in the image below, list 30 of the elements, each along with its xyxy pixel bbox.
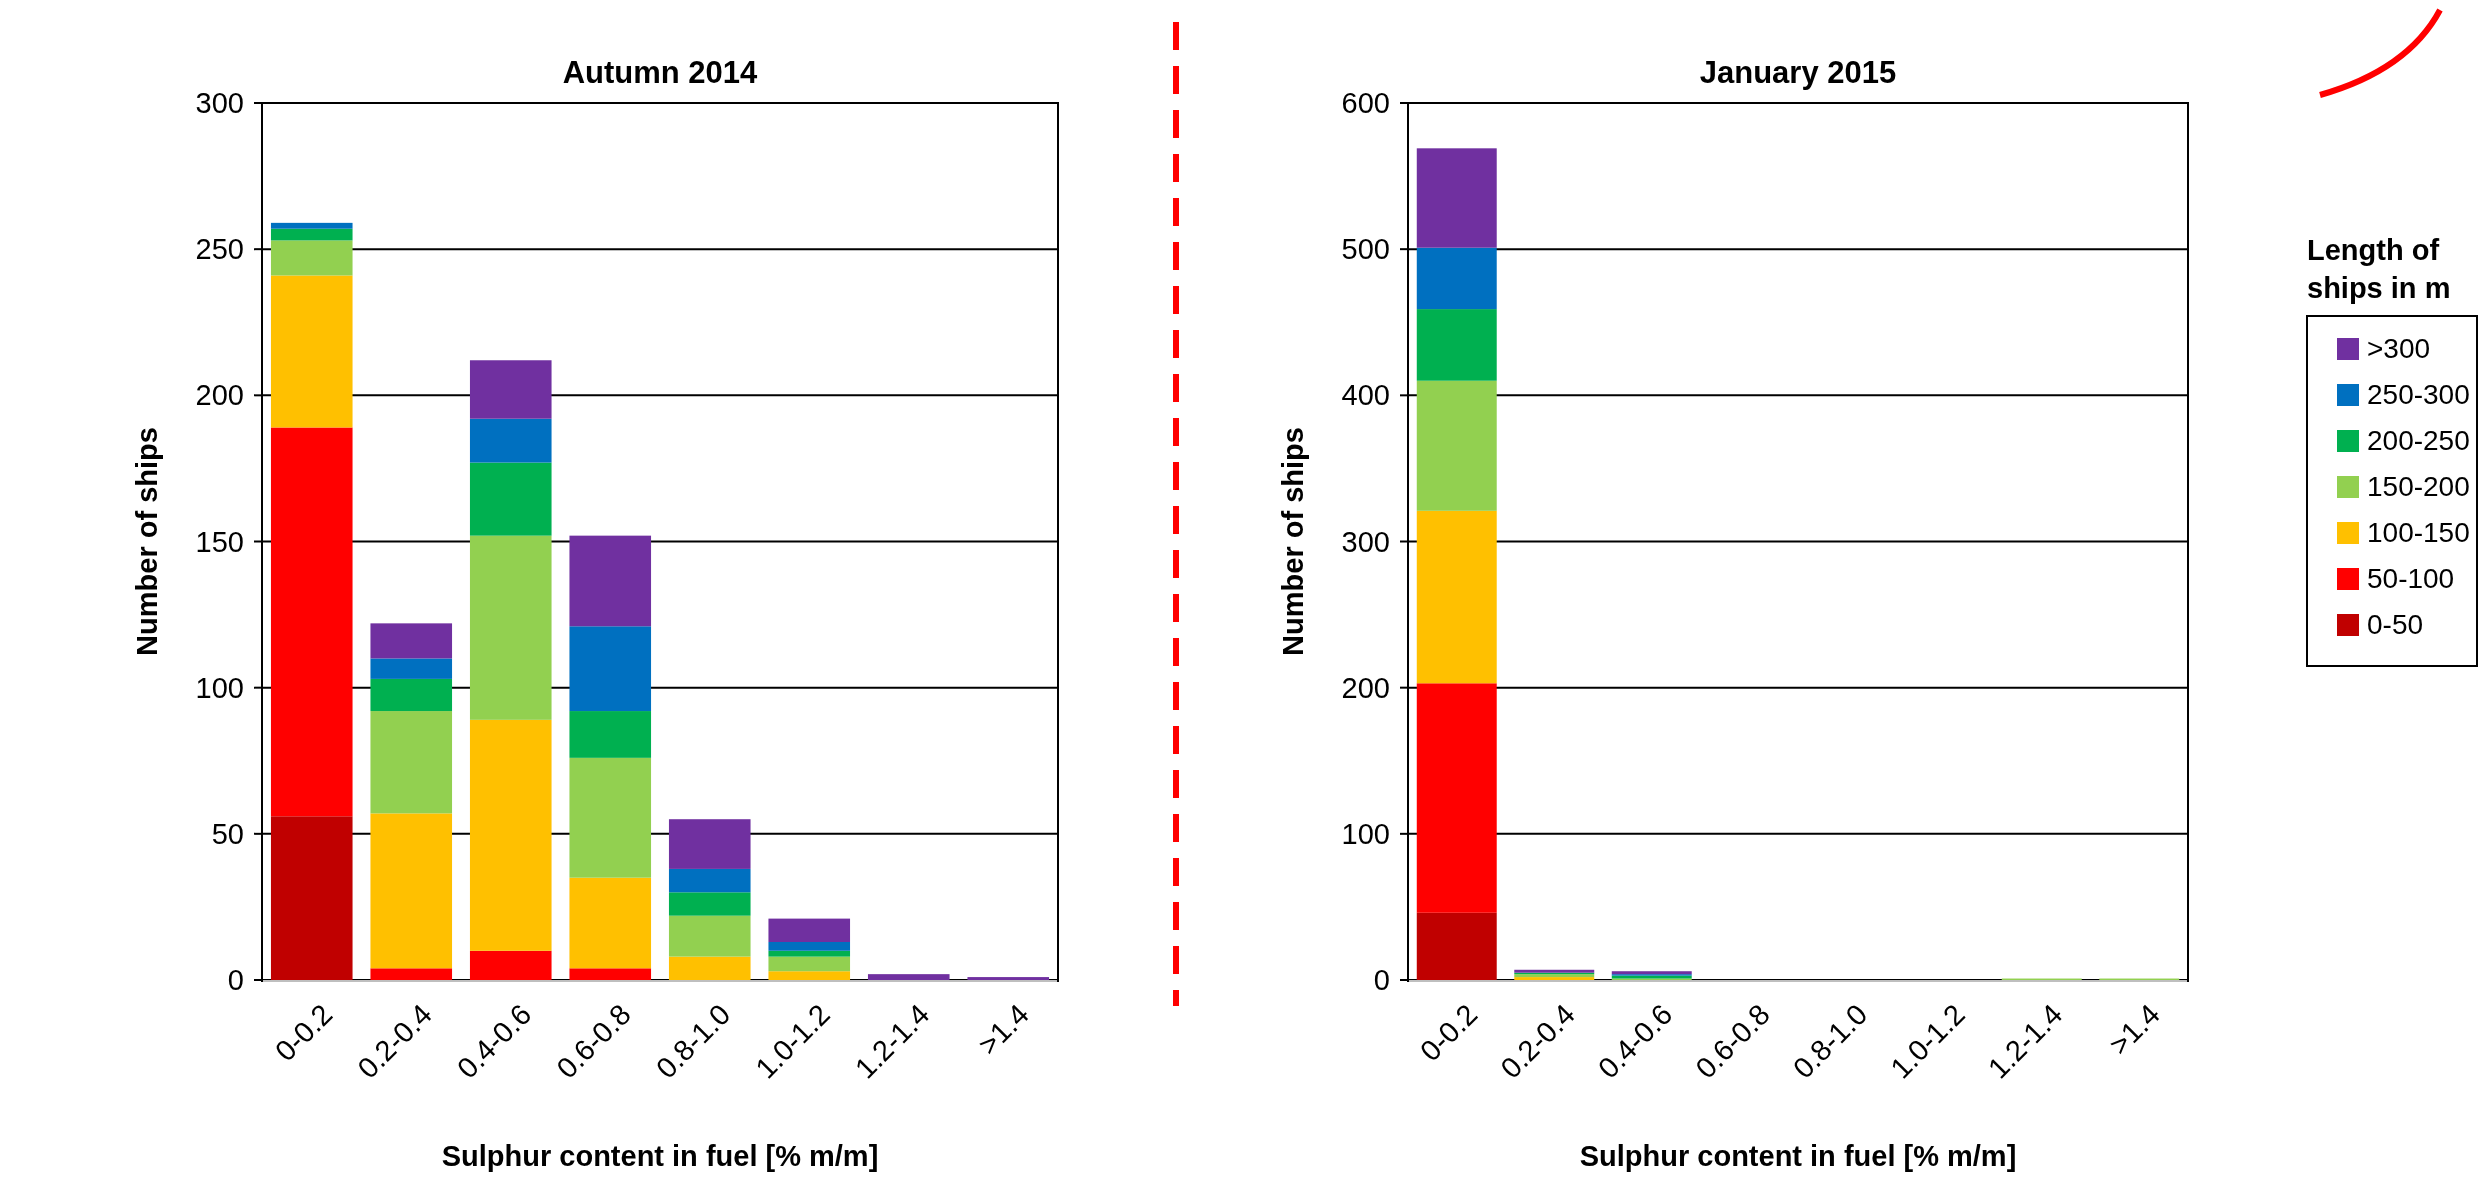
x-tick-label: >1.4 — [971, 997, 1035, 1062]
y-tick-label: 300 — [1341, 525, 1390, 558]
y-tick-label: 250 — [195, 233, 244, 266]
y-tick-label: 100 — [195, 671, 244, 704]
legend-label: >300 — [2367, 333, 2431, 364]
chart-title: January 2015 — [1699, 55, 1897, 90]
legend-label: 150-200 — [2367, 471, 2470, 502]
x-axis-title: Sulphur content in fuel [% m/m] — [1579, 1140, 2017, 1172]
legend-label: 50-100 — [2367, 563, 2455, 594]
y-axis-title: Number of ships — [1277, 427, 1309, 656]
x-axis-title: Sulphur content in fuel [% m/m] — [441, 1140, 879, 1172]
y-tick-label: 400 — [1341, 379, 1390, 412]
x-tick-label: >1.4 — [2102, 997, 2166, 1062]
legend-label: 200-250 — [2367, 425, 2470, 456]
y-tick-label: 0 — [227, 964, 244, 997]
y-axis-title: Number of ships — [131, 427, 163, 656]
legend-label: 250-300 — [2367, 379, 2470, 410]
chart-title: Autumn 2014 — [562, 55, 759, 90]
y-tick-label: 150 — [195, 525, 244, 558]
legend-title: Length of ships in m — [2307, 234, 2451, 304]
legend-label: 0-50 — [2367, 609, 2424, 640]
legend-label: 100-150 — [2367, 517, 2470, 548]
y-tick-label: 50 — [211, 817, 244, 850]
y-tick-label: 500 — [1341, 233, 1390, 266]
y-tick-label: 100 — [1341, 817, 1390, 850]
y-tick-label: 600 — [1341, 87, 1390, 120]
y-tick-label: 200 — [195, 379, 244, 412]
y-tick-label: 200 — [1341, 671, 1390, 704]
y-tick-label: 300 — [195, 87, 244, 120]
y-tick-label: 0 — [1373, 964, 1390, 997]
